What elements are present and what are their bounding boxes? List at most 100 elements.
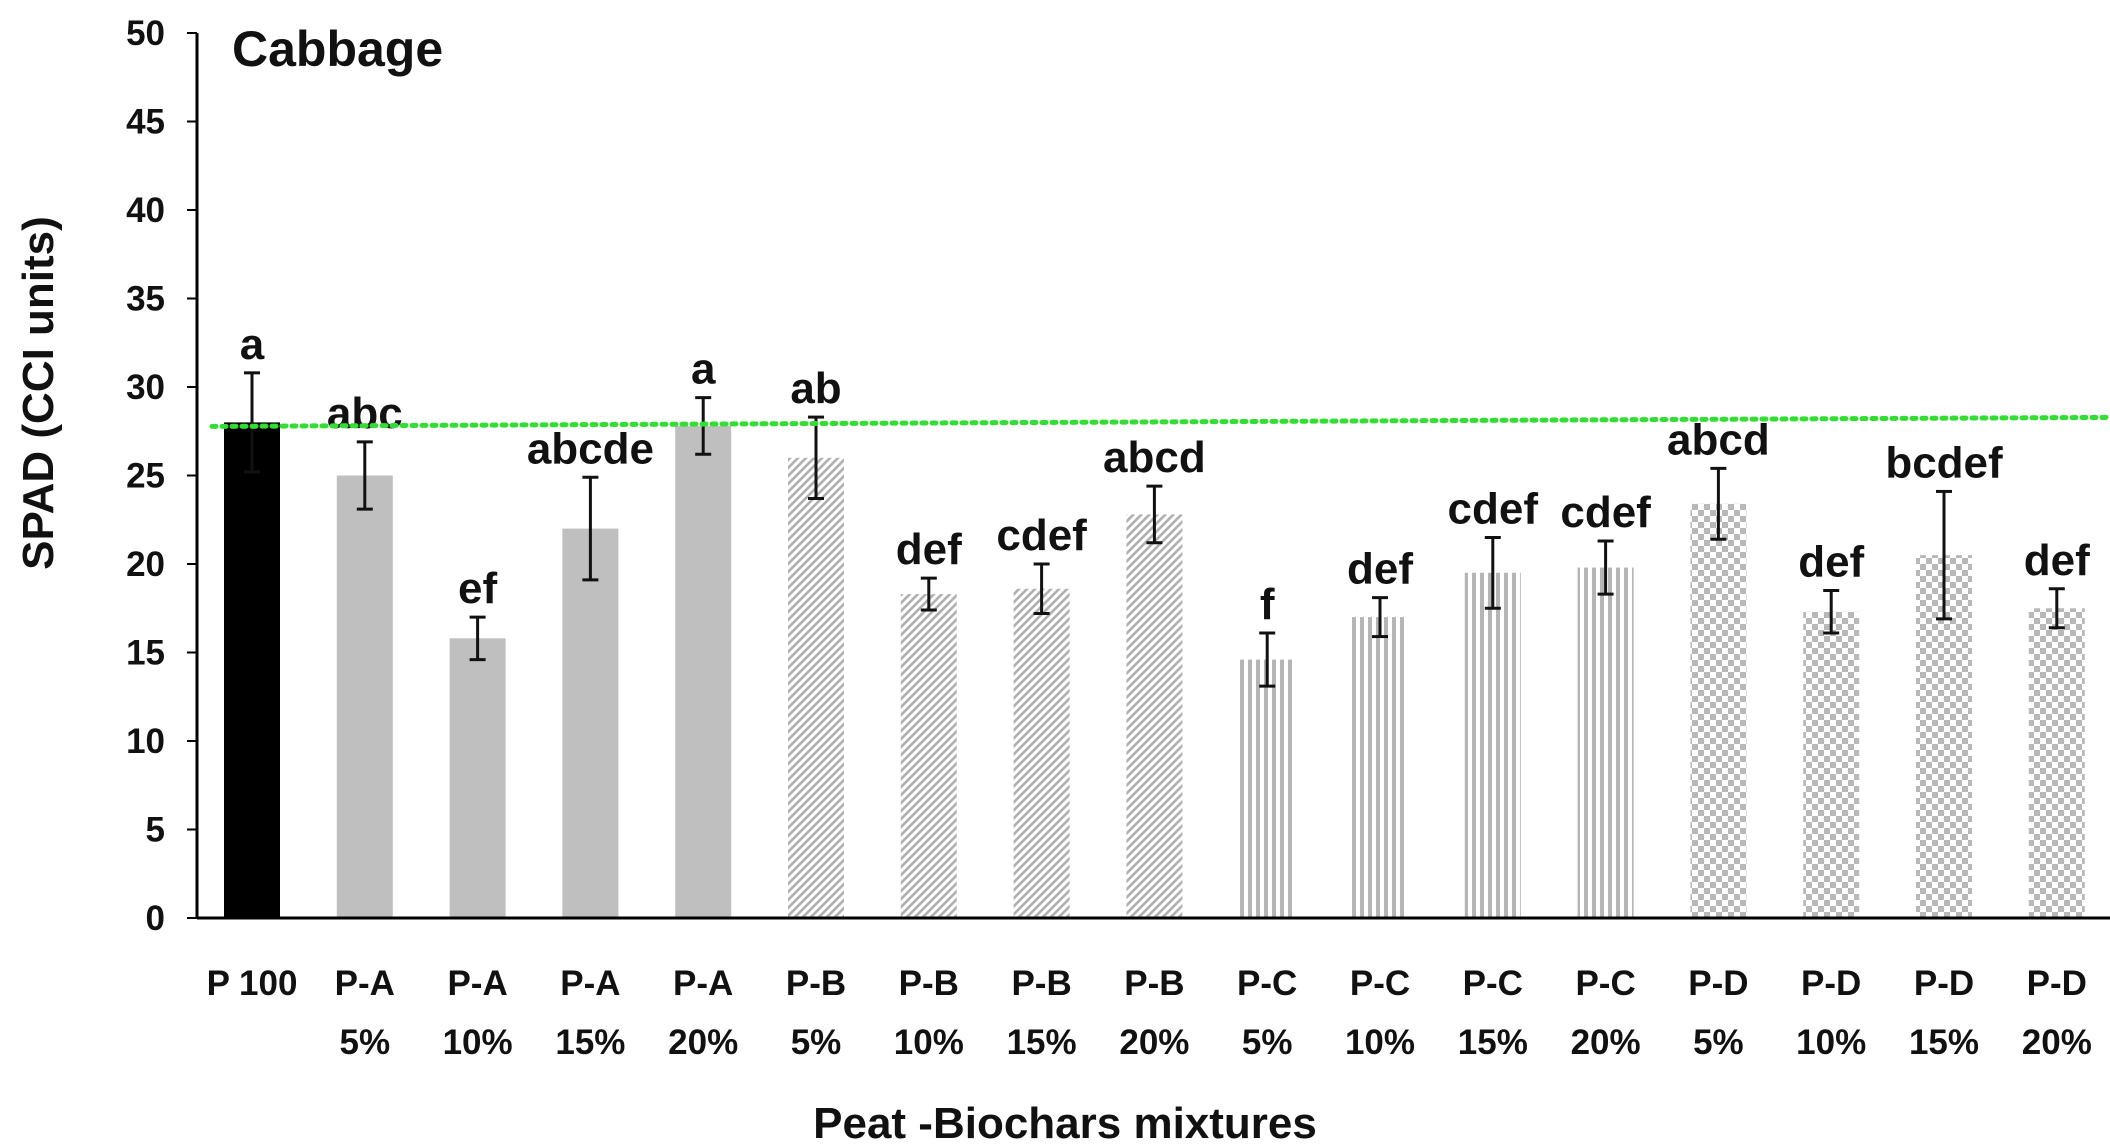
bar (1352, 617, 1408, 918)
bar (675, 425, 732, 918)
error-bar (1033, 562, 1050, 616)
x-tick-label: P-D (2027, 964, 2087, 1003)
y-tick-label: 15 (126, 634, 165, 673)
x-tick-label: P 100 (207, 964, 298, 1003)
bar (1239, 659, 1296, 918)
significance-letter: bcdef (1885, 438, 2003, 487)
x-tick-label-line2: 5% (1693, 1023, 1744, 1062)
error-bar (469, 615, 486, 662)
y-tick-label: 0 (146, 899, 165, 938)
x-tick-label-line2: 10% (894, 1023, 964, 1062)
significance-letter: f (1260, 580, 1275, 629)
x-axis-categories: P 100 P-A 5% P-A 10% P-A 15% P-A 20% P-B 5% P-B 10% P… (207, 964, 2092, 1062)
x-tick-label-line2: 20% (2022, 1023, 2092, 1062)
x-tick-label: P-C (1350, 964, 1410, 1003)
error-bar (582, 475, 599, 582)
x-tick-label-line2: 20% (1571, 1023, 1641, 1062)
bar (1803, 611, 1860, 918)
y-tick-label: 40 (126, 191, 165, 230)
bar (788, 457, 844, 918)
error-bar (356, 440, 373, 511)
x-tick-label: P-D (1801, 964, 1861, 1003)
x-tick-label-line2: 10% (443, 1023, 513, 1062)
error-bar (920, 576, 937, 612)
x-tick-label-line2: 5% (791, 1023, 842, 1062)
x-tick-label: P-B (1124, 964, 1184, 1003)
bar (1464, 572, 1521, 918)
y-tick-label: 45 (126, 103, 165, 142)
x-tick-label-line2: 15% (1909, 1023, 1979, 1062)
x-tick-label-line2: 10% (1345, 1023, 1415, 1062)
bar (1126, 514, 1183, 918)
significance-letter: cdef (996, 511, 1087, 560)
x-tick-label: P-B (899, 964, 959, 1003)
x-tick-label: P-A (447, 964, 507, 1003)
bar (1013, 588, 1070, 918)
error-bar (1597, 539, 1614, 596)
y-tick-label: 20 (126, 545, 165, 584)
significance-letter: a (240, 320, 265, 369)
significance-letter: def (2024, 536, 2090, 585)
significance-letter: def (1347, 545, 1413, 594)
error-bar (1823, 589, 1840, 635)
significance-letter: cdef (1448, 484, 1539, 533)
significance-letter: abcd (1667, 415, 1770, 464)
significance-letter: abc (327, 389, 403, 438)
error-bar (808, 415, 824, 501)
x-tick-label: P-D (1688, 964, 1748, 1003)
x-tick-label: P-B (1011, 964, 1071, 1003)
x-tick-label: P-A (673, 964, 733, 1003)
x-tick-label: P-A (560, 964, 620, 1003)
significance-letter: ef (458, 564, 497, 613)
x-tick-label: P-C (1463, 964, 1523, 1003)
error-bar (1710, 466, 1727, 541)
x-tick-label: P-C (1237, 964, 1297, 1003)
x-tick-label-line2: 20% (668, 1023, 738, 1062)
bar (1577, 567, 1634, 918)
significance-letter: def (1798, 538, 1864, 587)
bar (2028, 608, 2085, 918)
significance-letter: abcd (1103, 433, 1206, 482)
chart-title: Cabbage (232, 21, 443, 77)
x-tick-label: P-B (786, 964, 846, 1003)
bar (562, 528, 619, 918)
error-bar (1936, 489, 1952, 621)
significance-letter: a (691, 345, 716, 394)
x-tick-label-line2: 15% (1458, 1023, 1528, 1062)
error-bar (1259, 631, 1276, 688)
x-tick-label-line2: 10% (1796, 1023, 1866, 1062)
x-tick-label-line2: 20% (1119, 1023, 1189, 1062)
y-tick-label: 5 (146, 811, 165, 850)
x-axis-label: Peat -Biochars mixtures (813, 1099, 1317, 1147)
bar (449, 638, 506, 918)
y-tick-label: 50 (126, 14, 165, 53)
bars (224, 422, 2085, 918)
y-tick-label: 10 (126, 722, 165, 761)
y-tick-label: 35 (126, 280, 165, 319)
error-bar (244, 371, 260, 474)
x-tick-label-line2: 5% (340, 1023, 391, 1062)
x-tick-label: P-C (1575, 964, 1635, 1003)
bar (900, 594, 957, 918)
x-tick-label: P-A (335, 964, 395, 1003)
significance-letter: abcde (527, 424, 654, 473)
significance-letter: cdef (1560, 488, 1651, 537)
y-axis-ticks: 0 5 10 15 20 25 30 35 40 45 50 (126, 14, 197, 938)
x-tick-label-line2: 15% (1007, 1023, 1077, 1062)
bar (224, 422, 280, 918)
error-bar (1146, 484, 1163, 545)
significance-letter: def (896, 525, 962, 574)
x-tick-label-line2: 15% (555, 1023, 625, 1062)
y-tick-label: 30 (126, 368, 165, 407)
error-bar (1484, 535, 1501, 610)
error-bar (2048, 587, 2065, 630)
y-tick-label: 25 (126, 457, 165, 496)
y-axis-label: SPAD (CCI units) (14, 216, 63, 570)
reference-line (209, 414, 2110, 429)
x-tick-label: P-D (1914, 964, 1974, 1003)
significance-letter: ab (790, 364, 841, 413)
x-tick-label-line2: 5% (1242, 1023, 1293, 1062)
